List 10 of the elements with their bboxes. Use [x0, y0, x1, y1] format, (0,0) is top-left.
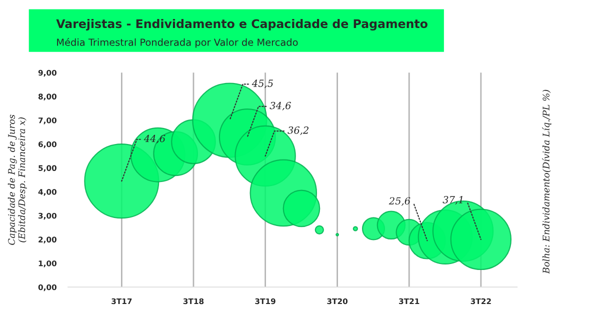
y-axis-title: Capacidade de Pag. de Juros (Ebitda/Desp. Financeira x): [8, 114, 27, 245]
text: Bolha: Endividamento(Dívida Líq./PL %): [542, 90, 552, 274]
annotation: 34,6: [270, 102, 291, 110]
annotation: 45,5: [252, 80, 273, 88]
annotation: 37,1: [442, 196, 462, 205]
chart-title: Varejistas - Endividamento e Capacidade de Pagamento: [56, 18, 428, 31]
annotation: 25,6: [388, 197, 410, 206]
chart-subtitle: Média Trimestral Ponderada por Valor de Mercado: [57, 38, 298, 48]
annotation: 36,2: [288, 126, 308, 136]
annotation: 44,6: [144, 134, 166, 144]
